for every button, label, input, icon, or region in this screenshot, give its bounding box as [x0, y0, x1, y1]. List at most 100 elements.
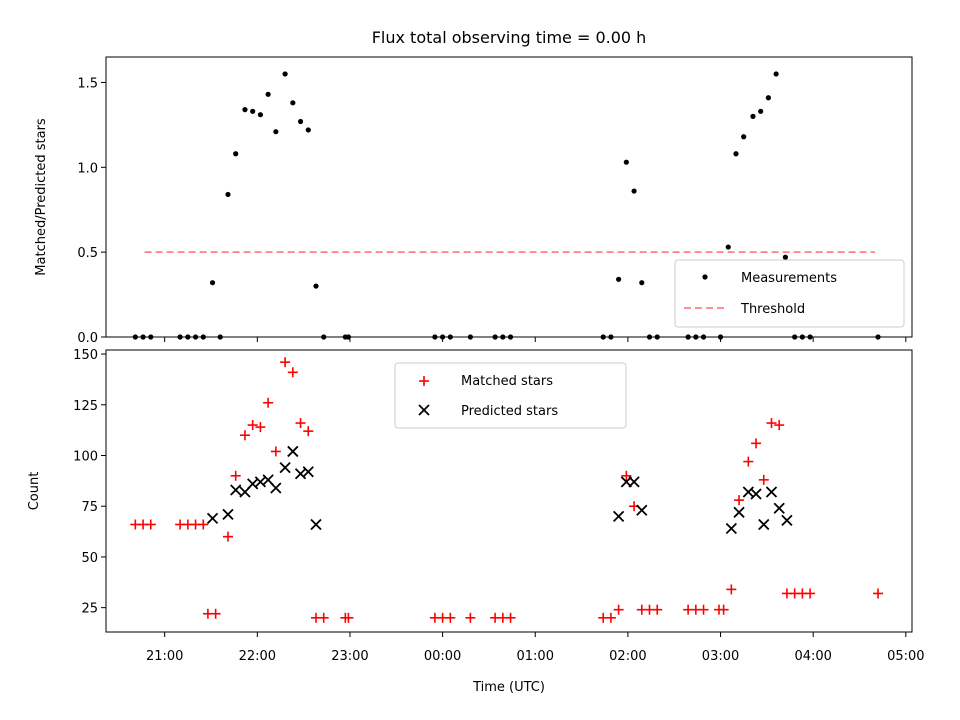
matched-star-point: [303, 426, 314, 437]
matched-star-point: [145, 519, 156, 530]
measurement-point: [273, 129, 279, 135]
ratio-axis-ticks: 0.0 0.5 1.0 1.5: [77, 76, 907, 346]
predicted-star-point: [636, 504, 648, 516]
matched-star-point: [445, 612, 456, 623]
x-tick-label: 05:00: [887, 649, 924, 664]
legend-predicted-label: Predicted stars: [461, 404, 558, 419]
measurement-point: [265, 91, 271, 97]
y-tick-label: 50: [81, 551, 98, 566]
matched-star-point: [734, 495, 745, 506]
matched-star-point: [652, 604, 663, 615]
measurement-point: [725, 244, 731, 250]
y-tick-label: 0.5: [77, 246, 98, 261]
predicted-star-point: [206, 512, 219, 525]
predicted-star-point: [222, 508, 234, 520]
x-tick-label: 02:00: [609, 649, 646, 664]
measurement-point: [257, 112, 264, 118]
x-tick-label: 21:00: [146, 649, 183, 664]
predicted-star-point: [758, 518, 770, 531]
matched-star-point: [318, 612, 329, 623]
legend-box: [674, 259, 905, 328]
measurement-point: [616, 276, 622, 282]
measurement-point: [233, 151, 239, 157]
predicted-star-point: [270, 482, 282, 494]
x-tick-label: 22:00: [239, 649, 276, 664]
measurement-point: [733, 151, 739, 157]
matched-star-point: [247, 420, 258, 431]
predicted-star-point: [302, 466, 314, 478]
matched-star-point: [873, 588, 884, 599]
predicted-star-point: [279, 462, 291, 474]
matched-star-point: [343, 612, 354, 623]
measurement-point: [741, 134, 747, 140]
y-tick-label: 125: [73, 399, 98, 414]
predicted-star-point: [612, 510, 625, 522]
matched-star-point: [287, 367, 298, 378]
y-tick-label: 0.0: [77, 331, 98, 346]
predicted-star-point: [230, 484, 242, 496]
predicted-star-point: [773, 502, 785, 514]
measurement-point: [242, 107, 248, 113]
count-plot-frame: [105, 349, 913, 633]
measurement-point: [750, 113, 756, 119]
y-tick-label: 100: [73, 449, 98, 464]
matched-star-point: [766, 418, 777, 429]
measurement-point: [623, 159, 629, 165]
matched-star-point: [718, 604, 729, 615]
predicted-star-point: [750, 488, 762, 500]
legend-box: [394, 362, 627, 429]
measurement-point: [209, 280, 216, 286]
predicted-star-point: [781, 514, 793, 527]
y-tick-label: 75: [81, 500, 98, 515]
measurement-point: [639, 280, 645, 286]
y-tick-label: 1.0: [77, 161, 98, 176]
predicted-star-point: [725, 522, 737, 535]
x-tick-label: 00:00: [424, 649, 461, 664]
ratio-legend: Measurements Threshold: [674, 259, 905, 328]
predicted-star-point: [287, 445, 299, 458]
measurement-point: [631, 188, 637, 194]
matched-star-point: [210, 608, 221, 619]
matched-star-point: [758, 474, 769, 485]
measurement-point: [758, 108, 764, 114]
legend-measurements-marker: [702, 274, 708, 280]
count-marks: [130, 357, 884, 623]
matched-star-point: [295, 418, 306, 429]
matched-star-point: [263, 397, 274, 408]
measurement-point: [225, 191, 231, 198]
measurement-point: [290, 100, 296, 106]
matched-star-point: [505, 612, 516, 623]
x-axis-label: Time (UTC): [472, 680, 545, 695]
count-legend: Matched stars Predicted stars: [394, 362, 627, 429]
matched-star-point: [743, 456, 754, 467]
measurement-point: [250, 108, 256, 114]
legend-matched-marker: [419, 376, 429, 386]
matched-star-point: [465, 612, 476, 623]
measurement-point: [297, 118, 304, 125]
measurement-point: [782, 254, 788, 260]
measurement-point: [773, 71, 779, 77]
y-axis-label-ratio: Matched/Predicted stars: [34, 118, 49, 276]
matched-star-point: [698, 604, 709, 615]
matched-star-point: [726, 584, 737, 595]
legend-predicted-marker: [418, 404, 430, 416]
predicted-star-point: [628, 476, 640, 488]
x-tick-label: 23:00: [331, 649, 368, 664]
count-axis-ticks: 25 50 75 100 125 150 21:00 22:00 23:00 00:00 01:00…: [73, 348, 924, 664]
y-tick-label: 25: [81, 602, 98, 617]
predicted-star-point: [310, 518, 322, 531]
y-tick-label: 150: [73, 348, 98, 363]
matched-star-point: [222, 531, 233, 542]
x-tick-label: 04:00: [794, 649, 831, 664]
matched-star-point: [805, 588, 816, 599]
legend-matched-label: Matched stars: [461, 374, 553, 389]
chart-title: Flux total observing time = 0.00 h: [372, 28, 647, 47]
legend-measurements-label: Measurements: [741, 271, 837, 286]
matched-star-point: [198, 519, 209, 530]
legend-threshold-label: Threshold: [740, 302, 805, 317]
y-tick-label: 1.5: [77, 76, 98, 91]
y-axis-label-count: Count: [27, 472, 42, 511]
matched-star-point: [751, 438, 762, 449]
count-plot: Count Time (UTC) 25 50 75 100 125 150 21:00 22:…: [27, 348, 925, 695]
